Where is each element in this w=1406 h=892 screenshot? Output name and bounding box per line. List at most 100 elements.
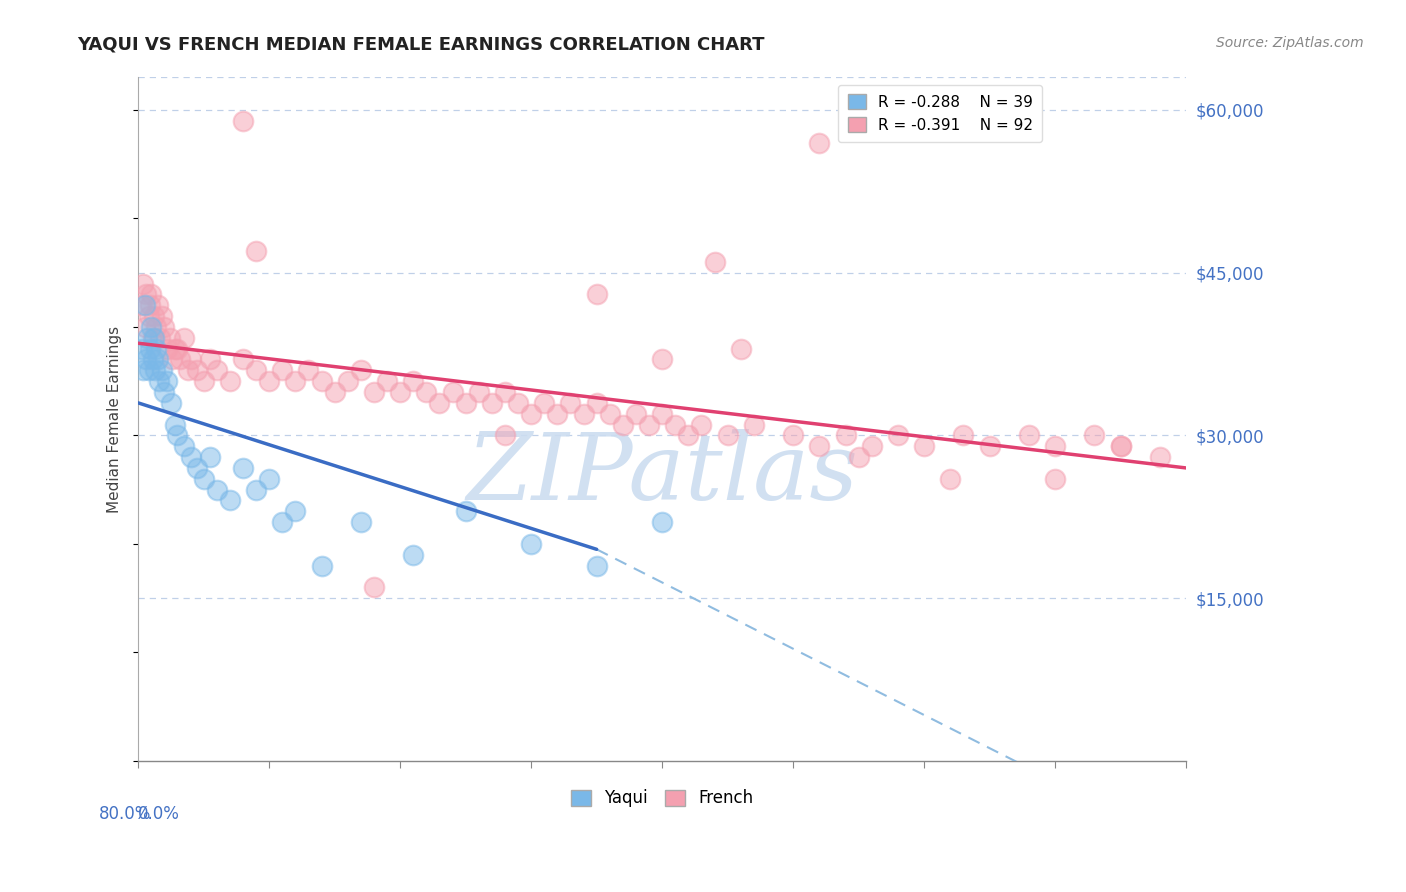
Point (156, 374, 179, 388)
Point (311, 374, 333, 388)
Point (520, 407, 543, 421)
Point (284, 374, 307, 388)
Point (585, 558, 607, 573)
Point (232, 461, 254, 475)
Point (1083, 428, 1105, 442)
Point (297, 363, 319, 377)
Point (454, 504, 477, 518)
Point (149, 331, 172, 345)
Point (166, 342, 188, 356)
Y-axis label: Median Female Earnings: Median Female Earnings (107, 326, 122, 513)
Point (651, 407, 673, 421)
Point (441, 384, 464, 399)
Legend: Yaqui, French: Yaqui, French (564, 782, 759, 814)
Point (177, 363, 200, 377)
Point (156, 342, 179, 356)
Point (494, 428, 516, 442)
Point (129, 298, 152, 312)
Point (166, 428, 188, 442)
Point (782, 428, 804, 442)
Point (141, 352, 163, 367)
Point (638, 417, 661, 432)
Point (180, 450, 202, 464)
Point (186, 363, 208, 377)
Point (717, 428, 740, 442)
Point (402, 548, 425, 562)
Point (146, 298, 169, 312)
Point (135, 287, 157, 301)
Point (136, 331, 159, 345)
Point (139, 298, 162, 312)
Point (198, 450, 221, 464)
Point (134, 298, 156, 312)
Point (232, 352, 254, 367)
Point (651, 515, 673, 529)
Point (145, 320, 167, 334)
Point (350, 363, 373, 377)
Point (350, 515, 373, 529)
Point (389, 384, 412, 399)
Point (232, 113, 254, 128)
Point (520, 537, 543, 551)
Point (1043, 472, 1066, 486)
Point (245, 244, 267, 258)
Point (678, 428, 700, 442)
Point (979, 439, 1001, 453)
Text: ZIPatlas: ZIPatlas (467, 429, 858, 519)
Point (141, 331, 163, 345)
Point (205, 483, 228, 497)
Point (159, 331, 181, 345)
Text: 80.0%: 80.0% (98, 805, 152, 823)
Point (415, 384, 437, 399)
Point (1043, 439, 1066, 453)
Point (169, 352, 191, 367)
Point (186, 461, 208, 475)
Point (533, 396, 555, 410)
Point (572, 407, 595, 421)
Point (311, 558, 333, 573)
Point (271, 363, 294, 377)
Point (363, 580, 385, 594)
Point (742, 417, 765, 432)
Point (135, 352, 157, 367)
Point (1109, 439, 1132, 453)
Point (150, 363, 173, 377)
Point (245, 483, 267, 497)
Point (163, 342, 186, 356)
Point (284, 504, 307, 518)
Point (546, 407, 568, 421)
Point (887, 428, 910, 442)
Point (612, 417, 634, 432)
Point (141, 320, 163, 334)
Point (143, 363, 166, 377)
Point (323, 384, 346, 399)
Point (145, 342, 167, 356)
Point (153, 384, 176, 399)
Point (506, 396, 529, 410)
Point (257, 472, 280, 486)
Point (150, 309, 173, 323)
Point (336, 374, 359, 388)
Point (193, 472, 215, 486)
Point (141, 287, 163, 301)
Point (148, 374, 170, 388)
Point (271, 515, 294, 529)
Point (624, 407, 647, 421)
Point (131, 342, 153, 356)
Point (160, 352, 183, 367)
Point (429, 396, 451, 410)
Point (163, 417, 186, 432)
Point (257, 374, 280, 388)
Text: YAQUI VS FRENCH MEDIAN FEMALE EARNINGS CORRELATION CHART: YAQUI VS FRENCH MEDIAN FEMALE EARNINGS C… (77, 36, 765, 54)
Point (834, 428, 856, 442)
Point (690, 417, 713, 432)
Point (245, 363, 267, 377)
Point (939, 472, 962, 486)
Point (952, 428, 974, 442)
Point (454, 396, 477, 410)
Point (153, 320, 176, 334)
Point (146, 352, 169, 367)
Point (494, 384, 516, 399)
Point (142, 331, 165, 345)
Point (912, 439, 935, 453)
